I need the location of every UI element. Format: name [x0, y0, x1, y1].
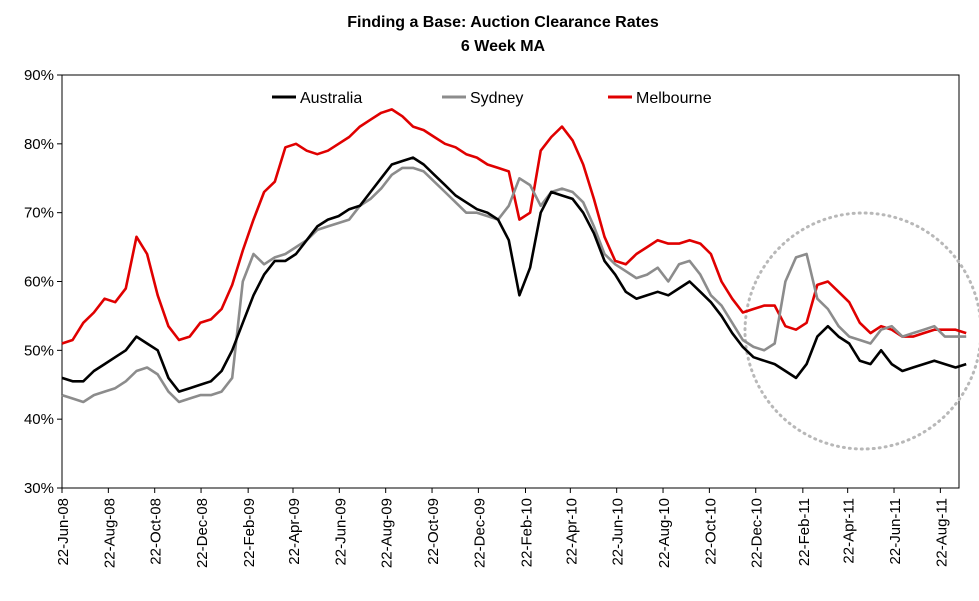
- x-tick-label: 22-Jun-08: [55, 498, 72, 566]
- plot-area: 30% 40% 50% 60% 70% 80% 90% 22-Jun-08 22-Aug-08 2…: [24, 67, 979, 568]
- x-tick-label: 22-Feb-09: [241, 498, 258, 567]
- y-tick-label: 90%: [24, 67, 54, 84]
- series-line-australia: [61, 156, 967, 393]
- x-tick-label: 22-Jun-11: [887, 498, 904, 564]
- x-tick-label: 22-Aug-09: [379, 498, 396, 568]
- x-tick-label: 22-Aug-10: [656, 498, 673, 568]
- x-tick-label: 22-Dec-09: [471, 498, 488, 568]
- series-line-sydney: [61, 166, 967, 404]
- x-tick-label: 22-Apr-09: [286, 498, 303, 565]
- x-tick-label: 22-Apr-10: [563, 498, 580, 565]
- y-tick-label: 50%: [24, 342, 54, 359]
- y-tick-label: 60%: [24, 274, 54, 291]
- y-tick-label: 30%: [24, 480, 54, 497]
- x-tick-label: 22-Dec-10: [749, 498, 766, 568]
- legend-label-australia: Australia: [300, 90, 362, 107]
- chart-title: Finding a Base: Auction Clearance Rates: [347, 14, 659, 31]
- y-tick-label: 70%: [24, 205, 54, 222]
- x-tick-label: 22-Jun-10: [610, 498, 627, 566]
- chart-subtitle: 6 Week MA: [461, 38, 546, 55]
- x-tick-label: 22-Feb-10: [519, 498, 536, 567]
- x-tick-label: 22-Oct-10: [702, 498, 719, 565]
- x-tick-label: 22-Oct-08: [148, 498, 165, 565]
- y-tick-label: 40%: [24, 411, 54, 428]
- x-tick-label: 22-Dec-08: [194, 498, 211, 568]
- x-tick-label: 22-Oct-09: [425, 498, 442, 565]
- x-tick-label: 22-Aug-08: [101, 498, 118, 568]
- x-tick-label: 22-Apr-11: [841, 498, 858, 564]
- y-tick-label: 80%: [24, 136, 54, 153]
- legend-label-melbourne: Melbourne: [636, 90, 712, 107]
- x-tick-label: 22-Aug-11: [933, 498, 950, 567]
- highlight-circle-annotation: [743, 211, 979, 451]
- legend-label-sydney: Sydney: [470, 90, 523, 107]
- x-tick-label: 22-Jun-09: [332, 498, 349, 566]
- x-tick-label: 22-Feb-11: [796, 498, 813, 566]
